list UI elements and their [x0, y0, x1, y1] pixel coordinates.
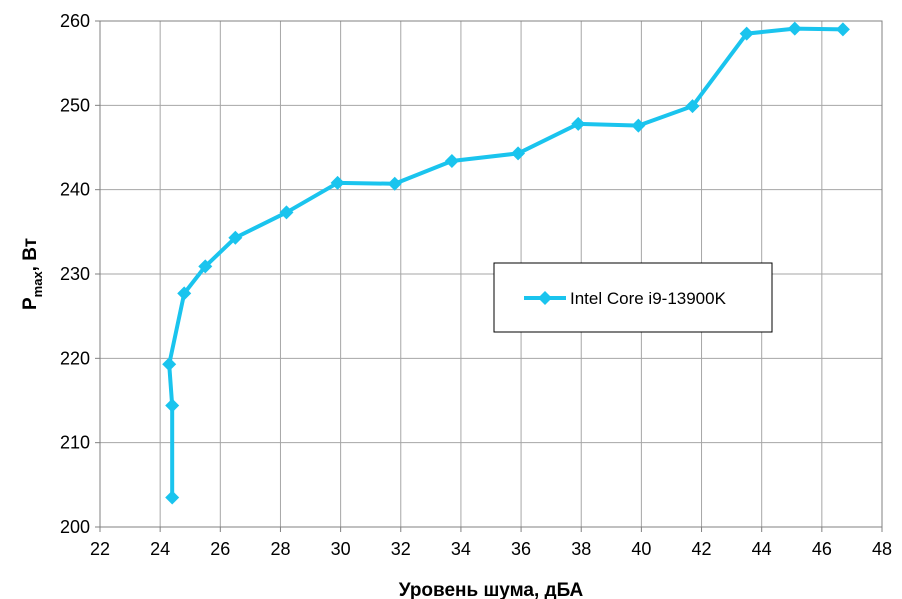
x-tick-label: 28 [270, 539, 290, 559]
data-point-marker [279, 205, 294, 220]
x-axis-title: Уровень шума, дБА [399, 580, 584, 599]
y-tick-label: 260 [60, 11, 90, 31]
data-point-marker [162, 357, 177, 372]
legend: Intel Core i9-13900K [493, 262, 773, 333]
data-point-marker [739, 26, 754, 41]
x-tick-label: 38 [571, 539, 591, 559]
y-tick-label: 210 [60, 433, 90, 453]
legend-swatch-marker [538, 291, 552, 305]
x-tick-label: 42 [692, 539, 712, 559]
series-group [162, 21, 850, 505]
x-tick-label: 26 [210, 539, 230, 559]
y-axis-title-main: P [20, 297, 41, 310]
data-point-marker [631, 118, 646, 133]
x-tick-label: 36 [511, 539, 531, 559]
y-axis-title: Pmax, Вт [20, 238, 45, 310]
y-tick-label: 250 [60, 95, 90, 115]
y-axis-tick-labels: 200 210 220 230 240 250 260 [60, 11, 90, 537]
data-point-marker [444, 153, 459, 168]
x-tick-label: 48 [872, 539, 892, 559]
data-point-marker [511, 146, 526, 161]
x-tick-label: 32 [391, 539, 411, 559]
data-point-marker [387, 176, 402, 191]
data-point-marker [571, 116, 586, 131]
y-tick-label: 220 [60, 348, 90, 368]
data-point-marker [177, 286, 192, 301]
data-point-marker [835, 22, 850, 37]
x-tick-label: 46 [812, 539, 832, 559]
data-point-marker [165, 490, 180, 505]
legend-label: Intel Core i9-13900K [570, 289, 727, 308]
data-point-marker [228, 230, 243, 245]
y-tick-label: 230 [60, 264, 90, 284]
x-tick-label: 22 [90, 539, 110, 559]
data-point-marker [685, 99, 700, 114]
x-tick-label: 34 [451, 539, 471, 559]
x-tick-label: 44 [752, 539, 772, 559]
data-point-marker [198, 259, 213, 274]
data-point-marker [787, 21, 802, 36]
y-tick-label: 200 [60, 517, 90, 537]
x-tick-label: 24 [150, 539, 170, 559]
x-tick-label: 40 [631, 539, 651, 559]
y-axis-title-subscript: max [30, 271, 45, 298]
data-point-marker [165, 398, 180, 413]
y-tick-label: 240 [60, 180, 90, 200]
y-axis-title-unit: , Вт [20, 238, 41, 271]
plot-area-frame [99, 20, 883, 528]
x-tick-label: 30 [331, 539, 351, 559]
data-point-marker [330, 175, 345, 190]
x-axis-tick-labels: 22 24 26 28 30 32 34 36 38 40 42 44 46 48 [90, 539, 892, 559]
